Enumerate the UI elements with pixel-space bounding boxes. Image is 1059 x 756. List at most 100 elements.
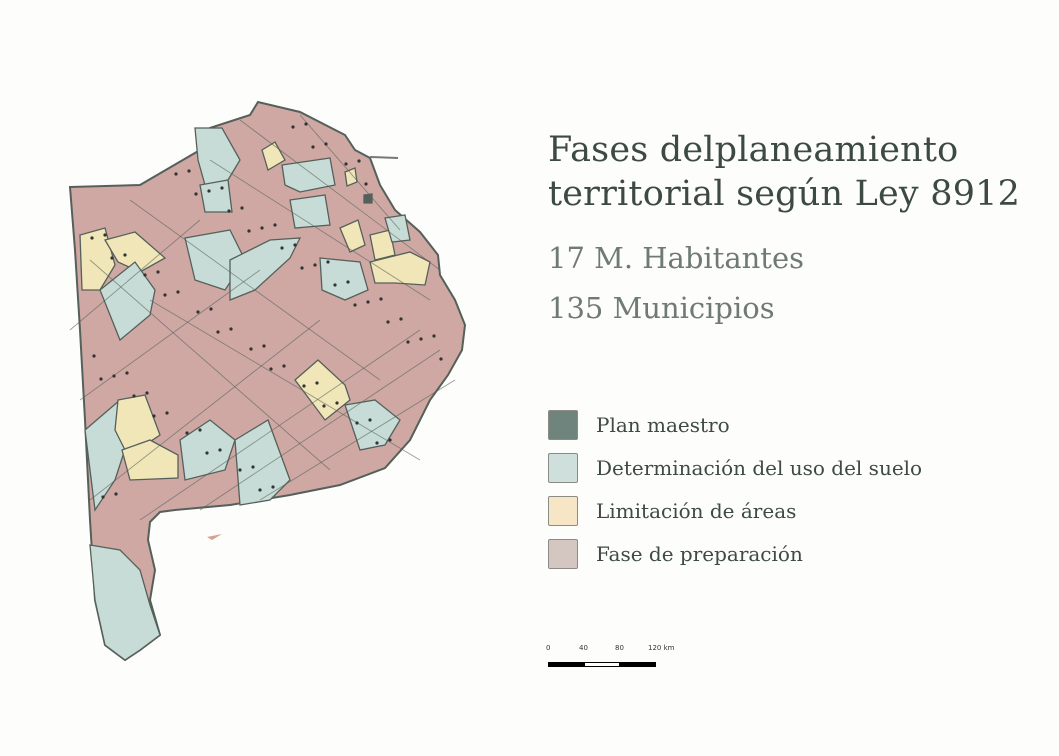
municipal-seat-dot: [152, 414, 156, 418]
municipality-border: [239, 119, 441, 271]
legend-label: Limitación de áreas: [596, 498, 797, 523]
scale-segment: [584, 662, 620, 667]
municipal-seat-dot: [379, 297, 383, 301]
municipal-seat-dot: [439, 357, 443, 361]
municipal-seat-dot: [366, 300, 370, 304]
scale-segment: [548, 662, 585, 667]
legend-swatch: [548, 452, 578, 483]
municipality-borders: [69, 114, 456, 521]
municipal-seat-dot: [92, 354, 96, 358]
municipal-seat-dot: [209, 307, 213, 311]
municipality-uso-suelo: [199, 179, 233, 213]
municipality-uso-suelo: [289, 194, 331, 229]
municipal-seat-dot: [216, 330, 220, 334]
municipality-border: [69, 219, 201, 331]
municipal-seat-dot: [364, 182, 368, 186]
municipality-limitacion: [294, 359, 351, 421]
municipal-seat-dot: [304, 122, 308, 126]
municipal-seat-dot: [207, 189, 211, 193]
municipal-seat-dot: [258, 488, 262, 492]
legend-label: Determinación del uso del suelo: [596, 455, 923, 480]
scale-tick: 40: [579, 644, 588, 652]
municipal-seat-dot: [324, 142, 328, 146]
municipality-border: [89, 319, 321, 501]
municipal-seat-dot: [251, 465, 255, 469]
municipality-border: [299, 114, 401, 231]
municipal-seat-dot: [353, 303, 357, 307]
municipal-seat-dot: [313, 263, 317, 267]
municipality-border: [129, 199, 381, 381]
legend-swatch: [548, 538, 578, 569]
municipal-seat-dot: [156, 270, 160, 274]
municipal-seat-dot: [145, 391, 149, 395]
legend-swatch: [548, 409, 578, 440]
municipal-seat-dot: [357, 159, 361, 163]
municipality-border: [139, 329, 421, 521]
municipal-seat-dot: [227, 209, 231, 213]
municipal-seat-dot: [315, 381, 319, 385]
legend-label: Plan maestro: [596, 412, 730, 437]
municipality-border: [149, 299, 421, 461]
municipal-seat-dot: [293, 243, 297, 247]
municipal-seat-dot: [260, 226, 264, 230]
municipality-limitacion: [369, 251, 431, 286]
municipal-seat-dot: [269, 367, 273, 371]
municipality-uso-suelo: [89, 544, 161, 661]
municipal-seat-dot: [240, 206, 244, 210]
municipal-seat-dot: [176, 290, 180, 294]
municipal-seat-dot: [399, 317, 403, 321]
municipal-seat-dot: [300, 266, 304, 270]
island-fragment: [207, 534, 222, 540]
scale-segment: [619, 662, 656, 667]
municipality-regions: [79, 127, 431, 661]
municipality-limitacion: [369, 229, 396, 261]
municipal-seat-dot: [262, 344, 266, 348]
municipal-seat-dot: [311, 145, 315, 149]
municipal-seat-dot: [282, 364, 286, 368]
scale-bar: 0 40 80 120 km: [546, 644, 686, 674]
municipal-seat-dot: [165, 411, 169, 415]
legend-item-plan-maestro: Plan maestro: [548, 403, 922, 446]
legend-item-uso-suelo: Determinación del uso del suelo: [548, 446, 922, 489]
municipal-seat-dot: [333, 283, 337, 287]
municipal-seat-dot: [406, 340, 410, 344]
scale-tick: 120 km: [648, 644, 675, 652]
municipal-seat-dot: [388, 438, 392, 442]
legend-label: Fase de preparación: [596, 541, 803, 566]
municipality-limitacion: [261, 141, 286, 171]
map-title: Fases delplaneamiento territorial según …: [548, 128, 1020, 216]
municipality-uso-suelo: [234, 419, 291, 506]
municipal-seat-dot: [218, 448, 222, 452]
scale-tick: 0: [546, 644, 551, 652]
municipal-seat-dot: [335, 401, 339, 405]
municipality-border: [199, 349, 441, 511]
municipal-seat-dot: [125, 371, 129, 375]
municipal-seat-dot: [110, 256, 114, 260]
municipal-seat-dot: [114, 492, 118, 496]
municipal-seat-dot: [280, 246, 284, 250]
municipal-seat-dot: [185, 431, 189, 435]
municipal-seat-dot: [368, 418, 372, 422]
municipal-seat-dot: [355, 421, 359, 425]
municipal-seat-dot: [101, 495, 105, 499]
municipality-limitacion: [339, 219, 366, 253]
municipal-seat-dot: [302, 384, 306, 388]
municipality-uso-suelo: [384, 214, 411, 243]
municipal-seat-dot: [273, 223, 277, 227]
municipal-seat-dot: [386, 320, 390, 324]
municipality-limitacion: [121, 439, 179, 481]
title-line-2: territorial según Ley 8912: [548, 174, 1021, 214]
legend-swatch: [548, 495, 578, 526]
municipal-seat-dot: [220, 186, 224, 190]
municipalities-stat: 135 Municipios: [548, 291, 775, 325]
scale-tick: 80: [615, 644, 624, 652]
municipal-seat-dot: [346, 280, 350, 284]
municipality-uso-suelo: [281, 157, 336, 193]
municipality-uso-suelo: [99, 261, 156, 342]
municipal-seat-dot: [163, 293, 167, 297]
municipal-seat-dot: [238, 468, 242, 472]
municipal-seat-dot: [198, 428, 202, 432]
municipal-seat-dot: [174, 172, 178, 176]
municipal-seat-dot: [344, 162, 348, 166]
